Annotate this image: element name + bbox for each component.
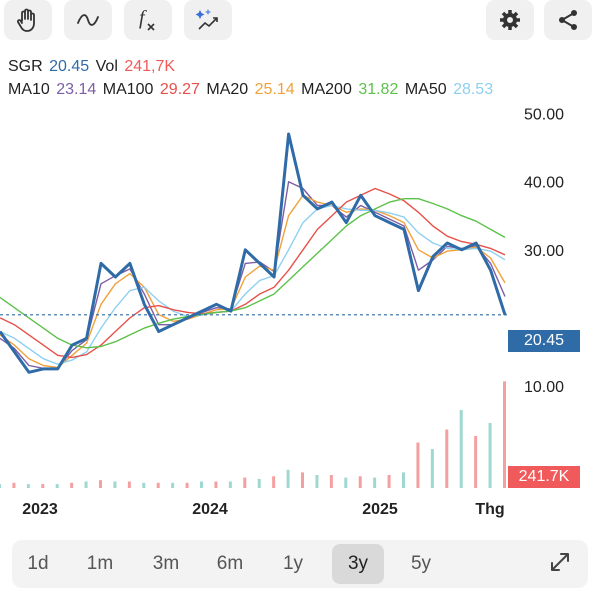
volume-bar [185, 482, 189, 488]
volume-bar [200, 481, 203, 488]
ma10-label: MA10 [8, 81, 50, 98]
share-icon [556, 8, 580, 32]
series-line-ma50 [0, 204, 506, 365]
share-button[interactable] [544, 0, 592, 40]
x-tick-label: 2024 [192, 501, 228, 518]
volume-bar [445, 429, 449, 488]
y-tick-label: 40.00 [524, 175, 564, 192]
ma200-label: MA200 [301, 81, 352, 98]
magic-trend-icon [194, 6, 222, 34]
ma100-value: 29.27 [159, 81, 200, 98]
function-icon: f [134, 6, 162, 34]
range-1y-button[interactable]: 1y [282, 553, 304, 574]
volume-bar [127, 481, 131, 488]
volume-bar [243, 477, 247, 488]
range-5y-button[interactable]: 5y [410, 553, 432, 574]
series-line-sgr [0, 132, 507, 374]
price-value: 20.45 [49, 58, 90, 75]
ma50-value: 28.53 [453, 81, 494, 98]
volume-bar [488, 423, 492, 488]
volume-value: 241,7K [124, 58, 176, 75]
svg-text:f: f [139, 7, 147, 29]
series-line-ma100 [0, 187, 506, 359]
ma100-label: MA100 [102, 81, 154, 98]
volume-bar [171, 482, 175, 488]
volume-bar [156, 482, 160, 488]
range-selector: 1d 1m 3m 6m 1y 3y 5y [12, 540, 588, 588]
series-lines [0, 132, 507, 374]
x-tick-label: 2025 [362, 501, 398, 518]
price-chart[interactable]: 50.00 40.00 30.00 10.00 2023 2024 2025 Thg [0, 96, 600, 526]
series-line-ma200 [0, 198, 506, 349]
x-tick-label: Thg [475, 501, 504, 518]
volume-bar [142, 482, 146, 488]
x-axis: 2023 2024 2025 Thg [22, 501, 504, 518]
current-price-tag: 20.45 [508, 330, 580, 352]
y-tick-label: 30.00 [524, 243, 564, 260]
range-1d-button[interactable]: 1d [27, 553, 49, 574]
y-tick-label: 10.00 [524, 379, 564, 396]
volume-bar [387, 475, 391, 488]
x-tick-label: 2023 [22, 501, 58, 518]
ma50-label: MA50 [404, 81, 447, 98]
series-line-ma10 [0, 181, 506, 369]
curve-tool-button[interactable] [64, 0, 112, 40]
ma10-value: 23.14 [56, 81, 97, 98]
hand-tool-button[interactable] [4, 0, 52, 40]
volume-bars [0, 381, 506, 488]
volume-bar [70, 482, 74, 488]
curve-icon [75, 7, 101, 33]
volume-bar [257, 478, 261, 488]
volume-bar [474, 436, 478, 488]
ma200-value: 31.82 [358, 81, 399, 98]
volume-bar [301, 472, 304, 488]
fullscreen-button[interactable] [540, 544, 580, 584]
range-3y-button[interactable]: 3y [332, 544, 384, 584]
range-3m-button[interactable]: 3m [152, 553, 180, 574]
y-tick-label: 50.00 [524, 107, 564, 124]
volume-bar [329, 475, 333, 488]
volume-bar [459, 410, 463, 488]
volume-bar [402, 472, 405, 488]
series-line-ma20 [0, 194, 506, 369]
volume-bar [416, 442, 420, 488]
volume-label: Vol [95, 58, 118, 75]
volume-bar [228, 481, 232, 488]
magic-trend-button[interactable] [184, 0, 232, 40]
hand-icon [15, 7, 41, 33]
gear-icon [498, 8, 522, 32]
symbol-label: SGR [8, 58, 43, 75]
y-axis: 50.00 40.00 30.00 10.00 [524, 107, 564, 396]
volume-bar [272, 476, 276, 488]
volume-bar [344, 477, 348, 488]
volume-bar [84, 481, 88, 488]
ma20-value: 25.14 [254, 81, 295, 98]
volume-bar [41, 484, 45, 488]
volume-bar [0, 484, 1, 488]
range-1m-button[interactable]: 1m [86, 553, 114, 574]
function-tool-button[interactable]: f [124, 0, 172, 40]
volume-bar [315, 475, 319, 488]
quote-line: SGR 20.45 Vol 241,7K [8, 58, 177, 76]
volume-bar [55, 484, 59, 488]
indicator-legend: MA10 23.14 MA100 29.27 MA20 25.14 MA200 … [8, 81, 495, 99]
volume-bar [358, 476, 362, 488]
ma20-label: MA20 [206, 81, 249, 98]
volume-bar [503, 381, 506, 488]
settings-button[interactable] [486, 0, 534, 40]
volume-bar [286, 469, 290, 488]
toolbar: f [0, 0, 600, 48]
volume-bar [26, 484, 30, 488]
volume-bar [12, 482, 16, 488]
volume-bar [430, 449, 434, 488]
current-volume-tag: 241.7K [508, 466, 580, 488]
volume-bar [99, 480, 102, 488]
range-6m-button[interactable]: 6m [216, 553, 244, 574]
expand-icon [549, 551, 571, 578]
volume-bar [373, 477, 377, 488]
volume-bar [113, 481, 117, 488]
volume-bar [214, 481, 218, 488]
